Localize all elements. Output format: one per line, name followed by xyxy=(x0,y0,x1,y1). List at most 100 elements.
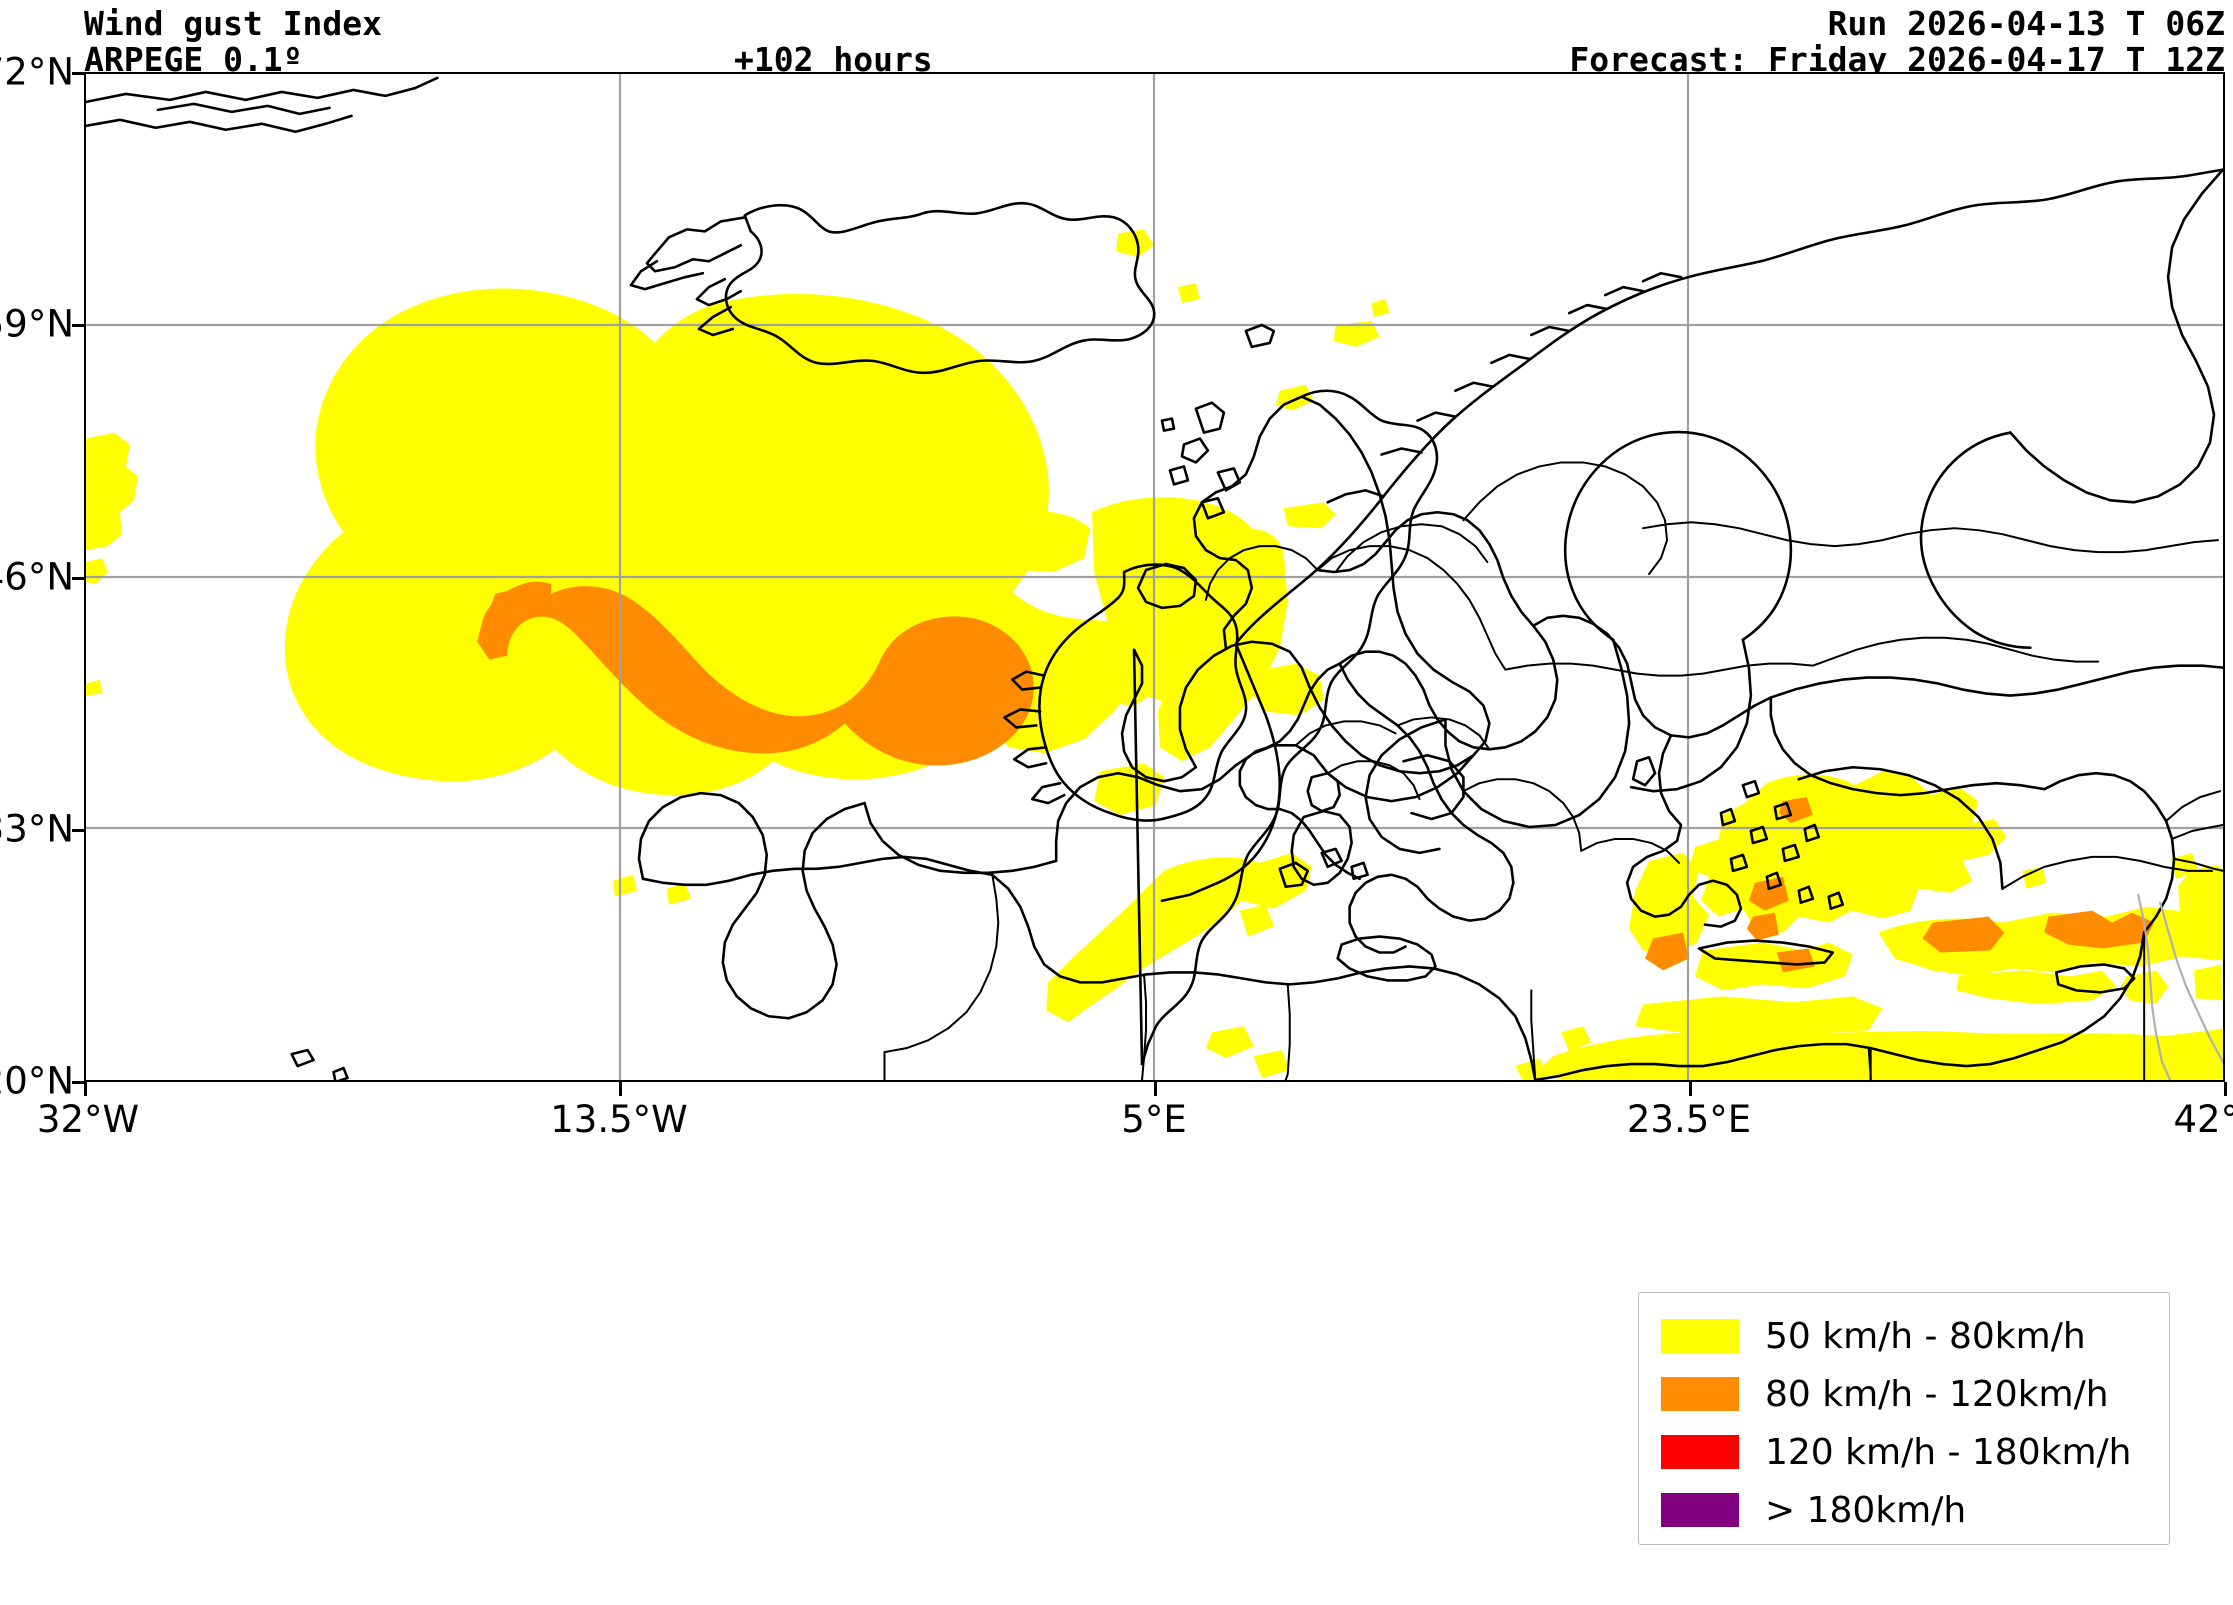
gust-area-east-med-orange-2 xyxy=(2044,910,2155,949)
coastline-sardinia xyxy=(1290,809,1353,887)
xtick-mark-42e xyxy=(2224,1082,2227,1096)
gust-area-crete-south xyxy=(1694,942,1853,991)
border-turkey-middle-east xyxy=(2165,790,2223,872)
coastline-italy-west xyxy=(1238,662,1361,881)
gust-area-scotland-e xyxy=(1283,502,1336,529)
border-morocco-wsahara xyxy=(883,1051,886,1080)
legend-label-over-180: > 180km/h xyxy=(1765,1489,1967,1531)
legend-item-80-120: 80 km/h - 120km/h xyxy=(1661,1365,2169,1423)
gust-area-iceland-north-dot xyxy=(1116,229,1155,258)
coastline-europe-west xyxy=(1054,744,1475,863)
graticule-layer xyxy=(86,74,2223,1080)
legend-label-120-180: 120 km/h - 180km/h xyxy=(1765,1431,2132,1473)
coastline-greenland xyxy=(86,76,439,134)
gust-area-algeria-spot xyxy=(1239,904,1274,937)
gust-area-arabia-edge xyxy=(2194,964,2223,1001)
coastline-iceland xyxy=(724,201,1156,375)
xtick-mark-13-5w xyxy=(619,1082,622,1096)
gust-area-cyprus-south xyxy=(1956,970,2117,1005)
gust-area-iceland-south xyxy=(914,459,1091,573)
coastline-bay-of-biscay xyxy=(863,801,1058,875)
gust-area-north-atlantic-orange-core xyxy=(477,581,1034,766)
coastline-gb-east xyxy=(1120,395,1491,1066)
coastline-iberia-north xyxy=(641,855,994,887)
gust-area-algeria-sahara xyxy=(1046,852,1312,1023)
page-title: Wind gust Index xyxy=(84,4,383,43)
legend-swatch-purple xyxy=(1661,1493,1739,1527)
ytick-label-20n: 20°N xyxy=(0,1059,74,1103)
gust-area-morocco-coast xyxy=(666,882,691,905)
weather-map-plot xyxy=(84,72,2225,1082)
coastline-northern-ireland xyxy=(1136,562,1198,610)
coastline-greece xyxy=(1531,614,1773,739)
coastline-ireland xyxy=(1038,563,1248,822)
coastline-layer xyxy=(86,76,2223,1080)
legend-swatch-orange xyxy=(1661,1377,1739,1411)
coastline-iberia xyxy=(637,791,866,1020)
xtick-label-42e: 42°E xyxy=(2173,1098,2233,1141)
gust-area-sahel-1 xyxy=(1205,1026,1254,1059)
legend-item-over-180: > 180km/h xyxy=(1661,1481,2169,1539)
ytick-mark-33n xyxy=(72,829,86,832)
ytick-label-59n: 59°N xyxy=(0,302,74,346)
ytick-label-33n: 33°N xyxy=(0,807,74,851)
gust-area-peloponnese-orange xyxy=(1645,932,1689,971)
coastline-iceland-nw-fjords xyxy=(629,216,747,337)
ytick-label-46n: 46°N xyxy=(0,555,74,599)
coastline-turkey-south xyxy=(1769,696,2046,797)
gust-area-baltic-spot xyxy=(1371,299,1390,318)
xtick-mark-5e xyxy=(1154,1082,1157,1096)
gust-area-aegean-orange-3 xyxy=(1746,912,1779,941)
legend-label-50-80: 50 km/h - 80km/h xyxy=(1765,1315,2086,1357)
coastline-crete xyxy=(1697,939,1835,966)
legend-item-50-80: 50 km/h - 80km/h xyxy=(1661,1307,2169,1365)
gust-area-west-atlantic-edge xyxy=(86,432,138,551)
xtick-label-5e: 5°E xyxy=(1121,1098,1187,1141)
border-red-sea-nile xyxy=(2137,893,2223,1080)
coastline-hebrides xyxy=(1160,401,1242,520)
coastline-baltic-sweden-south xyxy=(1444,638,1753,829)
coastline-libya-egypt xyxy=(1533,931,2146,1080)
ytick-label-72n: 72°N xyxy=(0,50,74,94)
legend-box: 50 km/h - 80km/h 80 km/h - 120km/h 120 k… xyxy=(1638,1292,2170,1545)
coastline-faroe xyxy=(1244,323,1276,349)
gust-area-portugal xyxy=(613,874,637,897)
gust-area-orange-lobe-west xyxy=(489,587,526,618)
gust-area-libya-egypt-yellow xyxy=(1535,1030,2223,1080)
coastline-aegean-islands xyxy=(1719,779,1845,910)
coastline-levant xyxy=(2043,771,2176,934)
ytick-mark-20n xyxy=(72,1081,86,1084)
coastline-bothnia xyxy=(1563,430,2032,650)
border-central-europe xyxy=(1294,716,1681,864)
xtick-label-23-5e: 23.5°E xyxy=(1626,1098,1752,1141)
gust-area-east-med-orange-1 xyxy=(1922,916,2005,953)
gust-area-iceland-east-dot xyxy=(1177,283,1200,304)
coastline-north-africa xyxy=(991,873,1537,1080)
gust-area-sahel-2 xyxy=(1253,1050,1290,1079)
legend-label-80-120: 80 km/h - 120km/h xyxy=(1765,1373,2109,1415)
coastline-gotland xyxy=(1631,755,1657,787)
legend-swatch-yellow xyxy=(1661,1319,1739,1353)
border-north-africa-countries xyxy=(883,873,1872,1080)
gust-area-mid-atlantic-spot xyxy=(86,679,102,696)
xtick-mark-23-5e xyxy=(1689,1082,1692,1096)
map-header: Wind gust Index ARPEGE 0.1º +102 hours R… xyxy=(0,0,2233,79)
ytick-mark-72n xyxy=(72,72,86,75)
coastline-balkans xyxy=(1316,510,1535,628)
gust-area-irish-sea xyxy=(1157,528,1288,762)
gust-area-aegean-yellow xyxy=(1688,771,2007,933)
gust-area-italy-adriatic xyxy=(1561,1026,1592,1053)
coastline-norway-fjords xyxy=(1326,271,1683,504)
coastline-scandinavia xyxy=(1234,168,2223,646)
coastline-baltic-states xyxy=(1797,765,2004,891)
xtick-label-13-5w: 13.5°W xyxy=(550,1098,688,1141)
coastline-ireland-west-inlets xyxy=(1002,670,1066,805)
xtick-label-32w: 32°W xyxy=(36,1098,140,1141)
ytick-mark-59n xyxy=(72,324,86,327)
legend-swatch-red xyxy=(1661,1435,1739,1469)
xtick-mark-32w xyxy=(84,1082,87,1096)
coastline-greece-mainland xyxy=(1625,734,1743,928)
legend-item-120-180: 120 km/h - 180km/h xyxy=(1661,1423,2169,1481)
gust-area-egypt-north xyxy=(1635,996,1883,1037)
gust-area-sinai-red-sea xyxy=(2178,864,2223,927)
